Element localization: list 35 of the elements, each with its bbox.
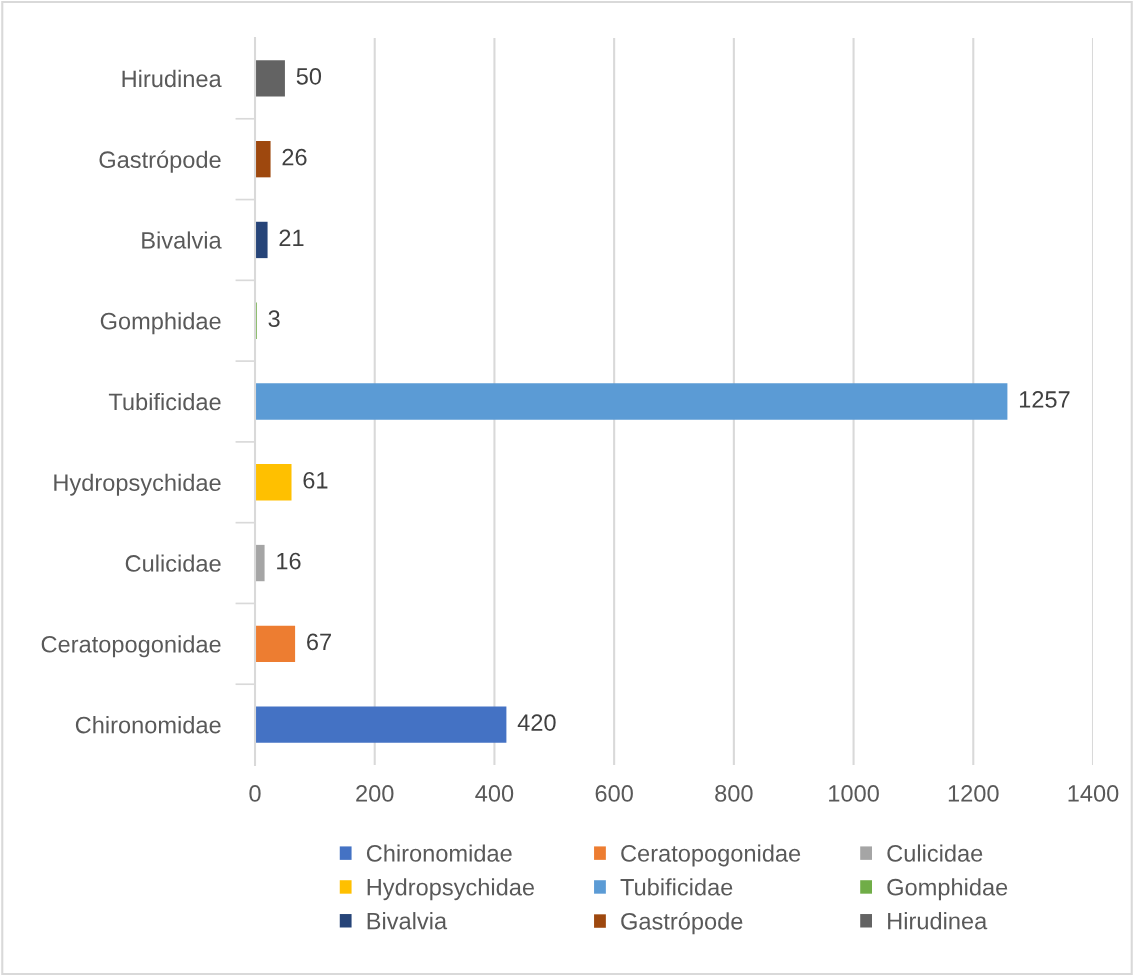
x-tick-label: 1200 <box>948 785 999 802</box>
legend-label: Culicidae <box>887 844 983 862</box>
y-tick-label: Gastrópode <box>99 150 221 173</box>
x-tick-label: 1000 <box>829 785 879 802</box>
y-tick-label: Chironomidae <box>75 716 221 734</box>
y-tick-label: Ceratopogonidae <box>41 635 221 658</box>
data-label: 50 <box>296 68 322 85</box>
x-tick-label: 800 <box>715 785 753 802</box>
legend-label: Hirudinea <box>888 912 988 930</box>
y-tick-label: Hydropsychidae <box>54 473 221 496</box>
data-label: 21 <box>279 229 304 247</box>
y-tick-label: Hirudinea <box>122 69 222 88</box>
data-label: 61 <box>303 471 328 489</box>
x-tick-label: 200 <box>356 785 394 802</box>
legend-label: Bivalvia <box>367 912 448 930</box>
x-tick-label: 1400 <box>1068 785 1119 802</box>
y-tick-label: Tubificidae <box>108 392 221 411</box>
legend-label: Ceratopogonidae <box>621 844 801 867</box>
x-tick-label: 0 <box>249 785 261 802</box>
data-label: 16 <box>277 552 301 570</box>
data-label: 1257 <box>1019 391 1070 408</box>
data-label: 26 <box>282 148 307 166</box>
y-tick-label: Gomphidae <box>100 312 221 335</box>
legend-label: Hydropsychidae <box>367 878 534 901</box>
legend-label: Gastrópode <box>621 912 743 935</box>
x-tick-label: 400 <box>475 785 514 802</box>
y-tick-label: Culicidae <box>125 554 221 572</box>
data-label: 3 <box>268 310 280 328</box>
x-tick-label: 600 <box>595 785 633 802</box>
legend-label: Gomphidae <box>887 878 1008 901</box>
y-tick-label: Bivalvia <box>142 231 222 249</box>
legend-label: Chironomidae <box>366 844 512 862</box>
data-label: 420 <box>517 714 556 731</box>
legend-label: Tubificidae <box>620 878 733 896</box>
data-label: 67 <box>307 633 331 651</box>
